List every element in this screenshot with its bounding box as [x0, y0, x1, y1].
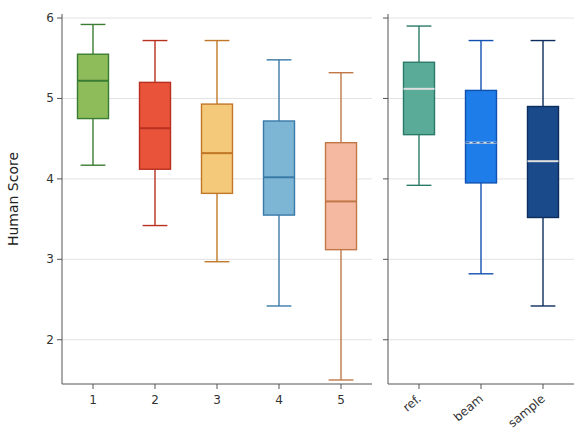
x-tick [419, 384, 420, 389]
y-tick-label: 4 [46, 172, 54, 186]
y-tick [57, 259, 62, 260]
whisker-lower [278, 215, 279, 306]
whisker-cap-upper [81, 24, 106, 25]
whisker-cap-upper [329, 72, 354, 73]
whisker-lower [542, 218, 543, 306]
box [528, 107, 559, 218]
marks [404, 26, 559, 306]
median [404, 88, 435, 90]
panel: ref. beam sample [383, 14, 574, 430]
whisker-upper [216, 41, 217, 105]
median [78, 80, 109, 82]
x-tick [155, 384, 156, 389]
whisker-upper [418, 26, 419, 62]
x-tick [543, 384, 544, 389]
median [466, 142, 497, 144]
whisker-cap-upper [143, 40, 168, 41]
grid-line [62, 339, 372, 340]
mean [202, 153, 233, 154]
box [78, 54, 109, 118]
y-tick-label: 5 [46, 91, 54, 105]
whisker-cap-upper [469, 40, 494, 41]
whisker-cap-lower [205, 261, 230, 262]
whisker-cap-lower [143, 225, 168, 226]
panel: 2 3 4 5 6 Human Score 1 2 3 4 5 [5, 11, 372, 407]
box [404, 62, 435, 134]
x-tick [279, 384, 280, 389]
chart: 2 3 4 5 6 Human Score 1 2 3 4 5 ref. beam sample [0, 0, 584, 446]
whisker-cap-lower [469, 273, 494, 274]
median [140, 127, 171, 129]
y-tick [383, 259, 388, 260]
x-tick-label: ref. [400, 392, 424, 415]
whisker-cap-lower [531, 305, 556, 306]
y-tick [383, 18, 388, 19]
whisker-lower [154, 169, 155, 225]
x-tick-label: 3 [213, 393, 221, 407]
y-tick-label: 3 [46, 252, 54, 266]
median [326, 200, 357, 202]
y-axis-line [62, 14, 63, 384]
x-tick [93, 384, 94, 389]
x-tick-label: 4 [275, 393, 283, 407]
x-tick-label: 2 [151, 393, 159, 407]
y-axis-line [388, 14, 389, 384]
x-tick [217, 384, 218, 389]
median [528, 160, 559, 162]
marks [78, 24, 357, 380]
grid-line [62, 18, 372, 19]
whisker-upper [542, 41, 543, 107]
whisker-cap-lower [329, 379, 354, 380]
y-tick [57, 98, 62, 99]
box [140, 82, 171, 169]
x-tick-label: 5 [337, 393, 345, 407]
grid-line [388, 339, 574, 340]
y-axis-label: Human Score [5, 152, 21, 246]
median [202, 152, 233, 154]
box [202, 104, 233, 193]
whisker-upper [154, 41, 155, 83]
whisker-upper [340, 73, 341, 143]
y-tick [383, 178, 388, 179]
y-tick [57, 178, 62, 179]
y-tick [57, 339, 62, 340]
x-tick-label: 1 [89, 393, 97, 407]
whisker-lower [216, 193, 217, 261]
whisker-upper [92, 24, 93, 54]
whisker-lower [340, 250, 341, 380]
y-tick-label: 6 [46, 11, 54, 25]
x-tick-label: beam [451, 392, 486, 425]
mean [466, 142, 497, 143]
y-tick [57, 18, 62, 19]
whisker-cap-upper [205, 40, 230, 41]
box [466, 90, 497, 183]
whisker-upper [480, 41, 481, 91]
y-tick-label: 2 [46, 333, 54, 347]
y-tick [383, 98, 388, 99]
whisker-cap-upper [531, 40, 556, 41]
whisker-cap-upper [267, 59, 292, 60]
whisker-lower [480, 183, 481, 274]
x-tick [341, 384, 342, 389]
whisker-cap-lower [81, 165, 106, 166]
median [264, 176, 295, 178]
whisker-lower [92, 119, 93, 166]
whisker-lower [418, 135, 419, 186]
grid-line [388, 18, 574, 19]
x-tick-label: sample [505, 392, 547, 431]
box [326, 143, 357, 250]
whisker-cap-lower [407, 185, 432, 186]
box [264, 121, 295, 215]
whisker-upper [278, 60, 279, 121]
y-tick [383, 339, 388, 340]
x-tick [481, 384, 482, 389]
whisker-cap-lower [267, 305, 292, 306]
whisker-cap-upper [407, 25, 432, 26]
